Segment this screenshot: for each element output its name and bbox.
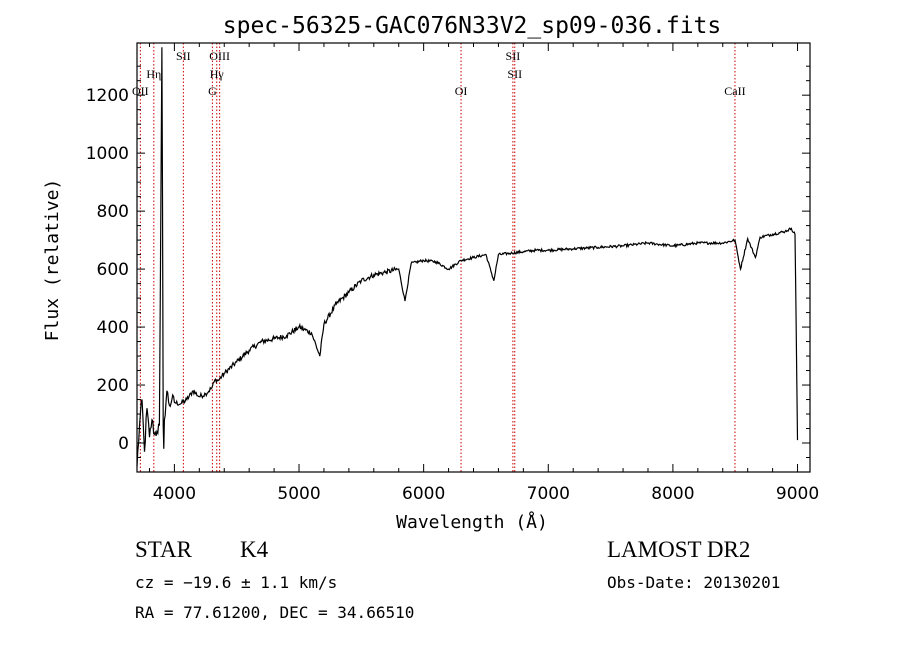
x-tick-label: 5000 bbox=[277, 484, 320, 504]
spectral-line-label-4: Hγ bbox=[210, 67, 225, 81]
spectral-line-label-0: OII bbox=[132, 84, 149, 98]
y-tick-label: 0 bbox=[118, 434, 129, 454]
spectral-line-label-8: SII bbox=[507, 67, 522, 81]
x-tick-label: 8000 bbox=[651, 484, 694, 504]
redshift-readout: cz = −19.6 ± 1.1 km/s bbox=[135, 573, 338, 592]
spectral-line-label-7: SII bbox=[506, 49, 521, 63]
coordinates-readout: RA = 77.61200, DEC = 34.66510 bbox=[135, 603, 415, 622]
x-tick-label: 6000 bbox=[402, 484, 445, 504]
spectrum-series bbox=[136, 47, 799, 467]
y-tick-label: 400 bbox=[97, 318, 129, 338]
spectral-line-label-1: Hη bbox=[146, 67, 161, 81]
y-tick-label: 1000 bbox=[86, 144, 129, 164]
chart-title: spec-56325-GAC076N33V2_sp09-036.fits bbox=[223, 13, 722, 39]
object-class: STAR bbox=[135, 537, 192, 562]
axes: 4000 5000 6000 7000 8000 9000 0 200 400 600 800 100… bbox=[86, 43, 819, 504]
x-tick-label: 4000 bbox=[153, 484, 196, 504]
x-axis-label: Wavelength (Å) bbox=[396, 511, 548, 533]
object-subclass: K4 bbox=[240, 537, 269, 562]
y-tick-label: 200 bbox=[97, 376, 129, 396]
survey-name: LAMOST DR2 bbox=[607, 537, 751, 562]
spectral-line-label-3: G bbox=[208, 84, 217, 98]
spectral-line-label-6: OI bbox=[455, 84, 468, 98]
x-tick-label: 9000 bbox=[776, 484, 819, 504]
y-tick-label: 600 bbox=[97, 260, 129, 280]
y-axis-label: Flux (relative) bbox=[42, 179, 63, 342]
spectral-line-labels: OII Hη SII G Hγ OIII OI SII SII CaII bbox=[132, 49, 746, 98]
x-tick-label: 7000 bbox=[527, 484, 570, 504]
spectral-line-markers bbox=[139, 43, 736, 472]
spectral-line-label-2: SII bbox=[176, 49, 191, 63]
spectral-line-label-5: OIII bbox=[209, 49, 230, 63]
obs-date: Obs-Date: 20130201 bbox=[607, 573, 781, 592]
y-tick-label: 800 bbox=[97, 202, 129, 222]
y-tick-label: 1200 bbox=[86, 86, 129, 106]
spectral-line-label-9: CaII bbox=[724, 84, 745, 98]
